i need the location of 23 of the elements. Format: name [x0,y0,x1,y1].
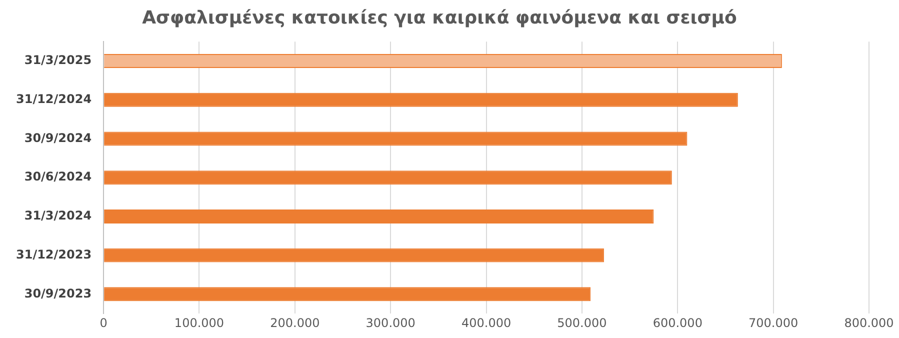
y-tick-label: 31/12/2024 [16,92,92,106]
x-tick-label: 0 [100,316,108,330]
x-tick-label: 100.000 [174,316,224,330]
y-tick-label: 30/9/2024 [24,130,92,145]
y-tick-label: 31/12/2023 [16,247,92,262]
x-tick-label: 600.000 [652,316,702,330]
y-tick-label: 31/3/2024 [24,208,92,223]
y-tick-label: 30/6/2024 [24,170,92,184]
x-tick-label: 400.000 [461,316,512,330]
x-tick-label: 500.000 [557,316,607,330]
bar [104,132,688,146]
bar [104,287,591,302]
bar [104,209,654,224]
y-tick-label: 30/9/2023 [24,286,92,300]
bar [104,170,672,185]
bar [104,248,604,262]
x-tick-label: 200.000 [270,316,320,330]
x-tick-label: 300.000 [366,316,416,330]
y-tick-label: 31/3/2025 [24,53,92,68]
x-tick-label: 700.000 [748,316,798,330]
chart-title: Ασφαλισμένες κατοικίες για καιρικά φαινόμενα και σεισμό [142,7,737,28]
x-tick-label: 800.000 [844,316,894,330]
bar [104,92,738,107]
